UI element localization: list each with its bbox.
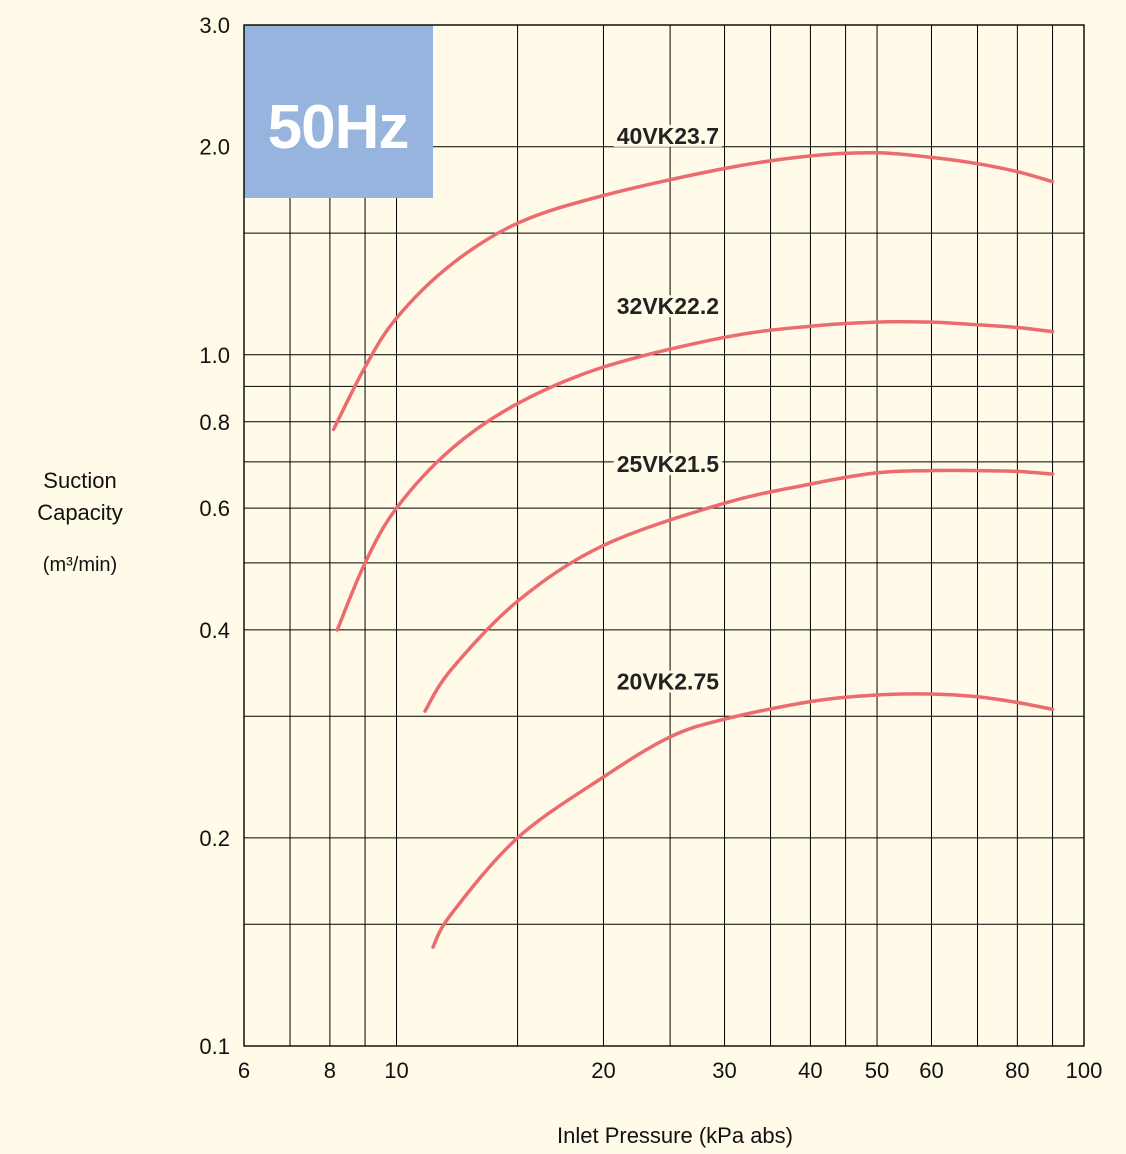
frequency-badge-background xyxy=(244,25,433,198)
y-tick-label: 1.0 xyxy=(199,343,230,368)
series-label: 25VK21.5 xyxy=(617,451,720,477)
y-tick-label: 2.0 xyxy=(199,135,230,160)
y-tick-label: 3.0 xyxy=(199,13,230,38)
y-tick-labels: 0.1 0.2 0.4 0.6 0.8 1.0 2.0 3.0 xyxy=(199,13,230,1059)
y-tick-label: 0.6 xyxy=(199,496,230,521)
series-line-25VK21-5 xyxy=(423,468,1055,713)
series-label: 32VK22.2 xyxy=(617,293,719,319)
series-label: 20VK2.75 xyxy=(617,669,720,695)
y-axis-title-line-2: Capacity xyxy=(37,500,123,525)
x-tick-label: 6 xyxy=(238,1058,250,1083)
y-tick-label: 0.1 xyxy=(199,1034,230,1059)
series-line-32VK22-2 xyxy=(335,319,1055,632)
x-tick-label: 40 xyxy=(798,1058,822,1083)
y-tick-label: 0.4 xyxy=(199,618,230,643)
x-tick-labels: 6 8 10 20 30 40 50 60 80 100 xyxy=(238,1058,1102,1083)
series-label-background xyxy=(613,295,723,318)
y-axis-title-line-1: Suction xyxy=(43,468,116,493)
series-label-background xyxy=(613,124,723,147)
x-tick-label: 100 xyxy=(1066,1058,1103,1083)
series-line-20VK2-75 xyxy=(431,692,1055,949)
series-label-background xyxy=(613,453,723,476)
x-tick-label: 8 xyxy=(324,1058,336,1083)
label-layer: 40VK23.7 32VK22.2 25VK21.5 20VK2.75 xyxy=(613,123,723,695)
series-label: 40VK23.7 xyxy=(617,123,719,149)
y-axis-title-line-3: (m³/min) xyxy=(43,554,117,576)
x-tick-label: 80 xyxy=(1005,1058,1029,1083)
curve-layer xyxy=(331,150,1055,949)
frequency-badge: 50Hz xyxy=(268,93,409,162)
series-line-40VK23-7 xyxy=(331,150,1055,432)
y-tick-label: 0.2 xyxy=(199,826,230,851)
x-tick-label: 60 xyxy=(919,1058,943,1083)
plot-frame xyxy=(243,24,1085,1047)
y-tick-label: 0.8 xyxy=(199,410,230,435)
x-axis-title: Inlet Pressure (kPa abs) xyxy=(557,1123,793,1148)
series-label-background xyxy=(613,670,723,693)
x-tick-label: 30 xyxy=(712,1058,736,1083)
x-tick-label: 10 xyxy=(384,1058,408,1083)
x-tick-label: 20 xyxy=(591,1058,615,1083)
x-tick-label: 50 xyxy=(865,1058,889,1083)
